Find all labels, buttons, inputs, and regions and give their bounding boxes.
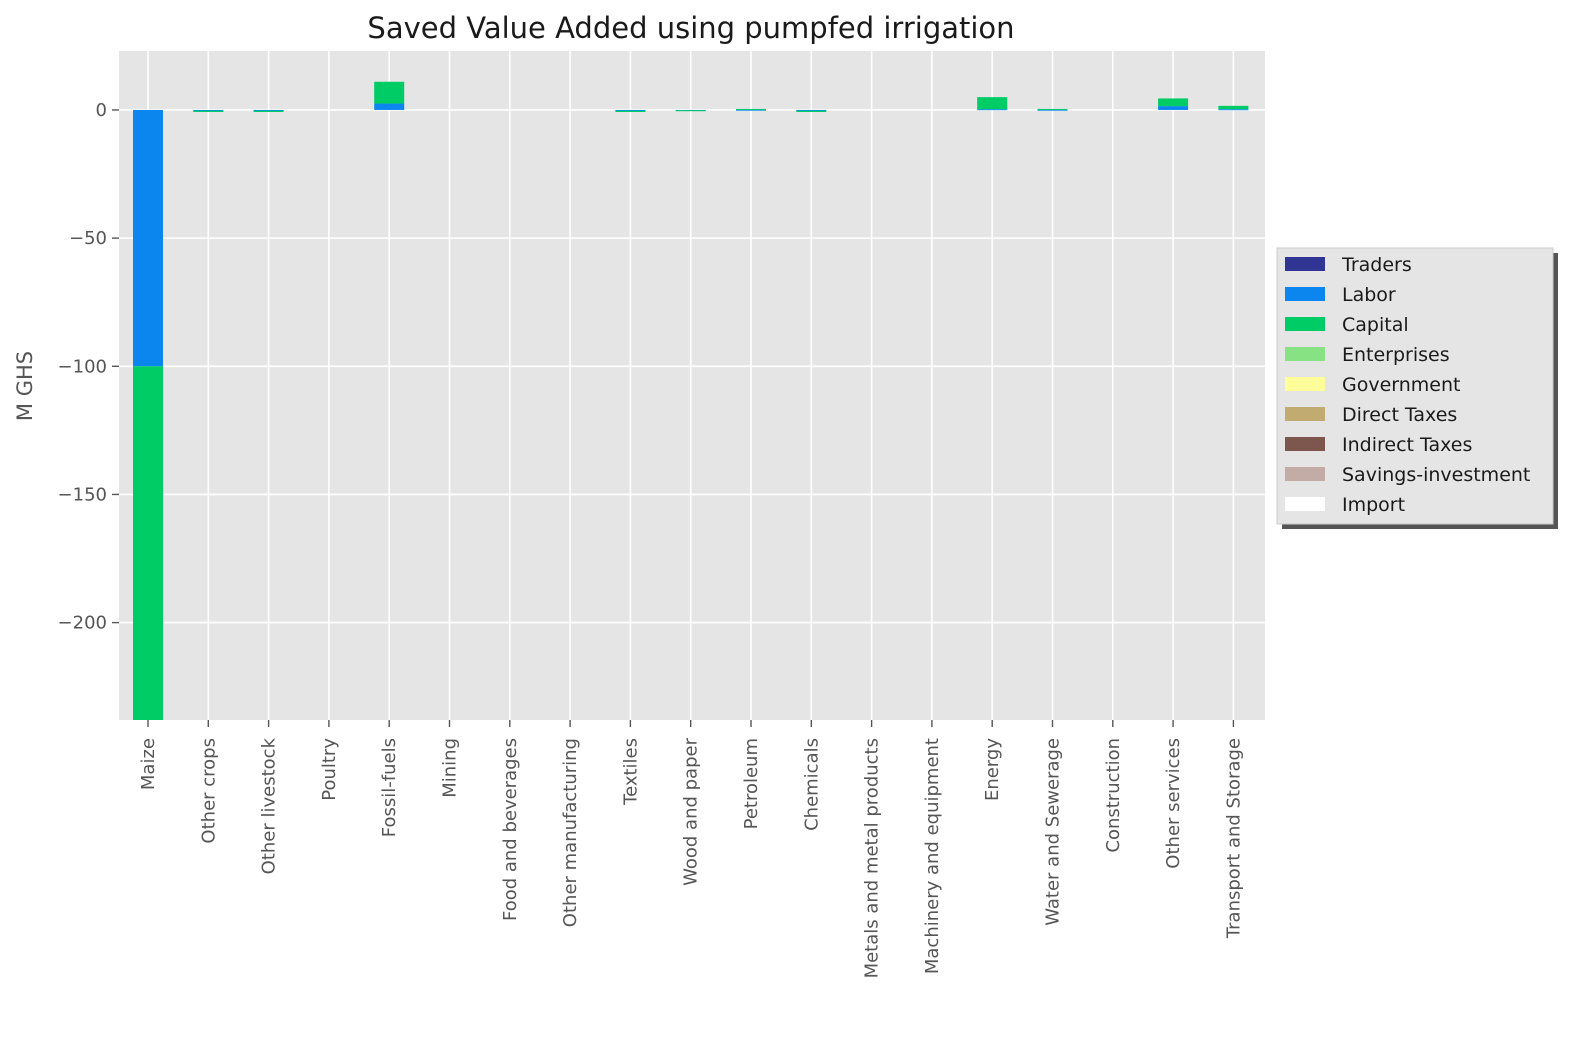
x-tick-label: Transport and Storage [1223,738,1244,939]
y-tick-label: −100 [58,356,107,377]
chart-title: Saved Value Added using pumpfed irrigati… [367,11,1014,45]
bar-segment [1037,108,1068,110]
x-tick-label: Petroleum [741,738,762,829]
plot-area [119,51,1265,720]
y-tick-label: −150 [58,484,107,505]
x-tick-label: Other services [1163,738,1184,869]
bar-segment [253,109,284,111]
legend-swatch [1285,377,1325,391]
bar-segment [977,109,1008,111]
x-tick-label: Other livestock [259,737,280,874]
y-axis: 0 −50 −100 −150 −200 [58,100,119,634]
legend-label: Enterprises [1342,344,1450,366]
y-axis-label: M GHS [13,351,37,421]
x-tick-label: Food and beverages [500,738,521,921]
bar-segment [193,110,224,113]
x-tick-label: Metals and metal products [862,738,883,978]
legend-label: Direct Taxes [1342,404,1457,426]
legend-swatch [1285,407,1325,421]
legend: Traders Labor Capital Enterprises Government… [1276,247,1558,529]
x-tick-label: Fossil-fuels [379,738,400,837]
bar-segment [1218,105,1249,110]
legend-swatch [1285,347,1325,361]
bar-segment [615,110,646,113]
legend-swatch [1285,467,1325,481]
y-tick-label: −200 [58,613,107,634]
x-tick-label: Mining [440,738,461,798]
legend-swatch [1285,437,1325,451]
bar-segment [253,110,284,113]
bars [133,81,1249,720]
bar-segment [796,110,827,113]
legend-swatch [1285,257,1325,271]
x-tick-label: Machinery and equipment [922,738,943,974]
y-tick-label: −50 [69,228,107,249]
bar-segment [374,103,405,110]
bar-segment [1158,106,1189,110]
legend-swatch [1285,317,1325,331]
bar-segment [796,109,827,111]
x-tick-label: Construction [1103,738,1124,853]
x-tick-label: Energy [982,738,1003,801]
x-tick-label: Textiles [620,738,641,806]
bar-segment [193,109,224,111]
bar-segment [736,108,766,110]
bar-segment [133,109,163,367]
legend-label: Labor [1342,284,1396,306]
y-tick-label: 0 [96,100,107,121]
x-tick-label: Wood and paper [681,737,702,885]
bar-segment [374,81,405,104]
x-tick-label: Other crops [198,738,219,844]
legend-swatch [1285,287,1325,301]
bar-segment [977,97,1008,110]
x-tick-label: Other manufacturing [560,738,581,927]
legend-label: Indirect Taxes [1342,434,1472,456]
legend-label: Import [1342,494,1405,516]
x-tick-label: Poultry [319,738,340,801]
bar-segment [1218,109,1249,111]
bar-segment [133,366,163,720]
x-tick-label: Maize [138,738,159,790]
bar-segment [1037,109,1068,111]
bar-segment [736,109,766,111]
bar-segment [615,109,646,111]
legend-label: Capital [1342,314,1409,336]
legend-label: Savings-investment [1342,464,1530,486]
legend-label: Government [1342,374,1461,396]
x-axis: Maize Other crops Other livestock Poultry Fo… [138,720,1244,978]
grid-lines [119,51,1265,720]
x-tick-label: Water and Sewerage [1043,738,1064,926]
legend-label: Traders [1341,254,1412,276]
legend-swatch [1285,497,1325,511]
bar-segment [1158,98,1189,107]
bar-segment [675,110,706,112]
x-tick-label: Chemicals [801,738,822,831]
